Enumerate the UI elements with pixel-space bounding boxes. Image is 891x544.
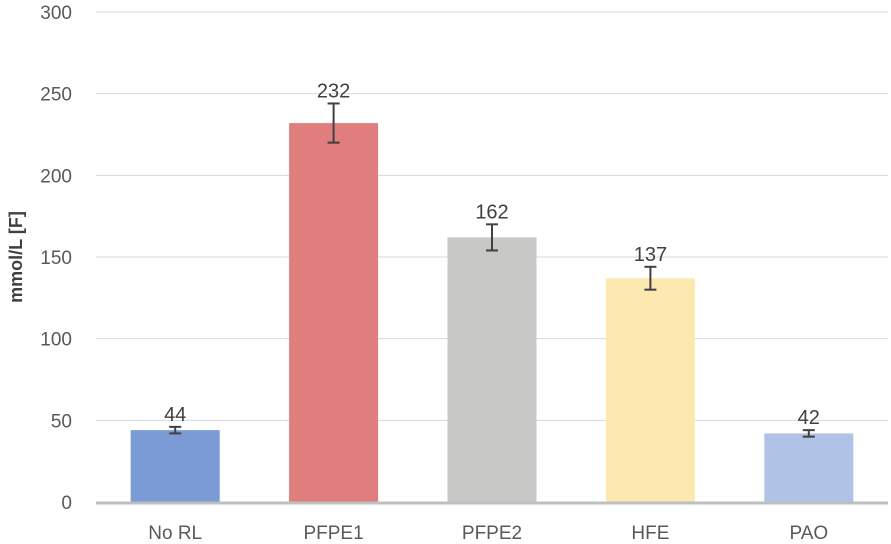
error-bar bbox=[802, 429, 815, 438]
y-tick-label: 100 bbox=[40, 330, 72, 351]
x-tick-label: PFPE1 bbox=[303, 523, 363, 544]
y-tick-label: 250 bbox=[40, 85, 72, 106]
data-label: 137 bbox=[634, 244, 667, 266]
error-bar bbox=[327, 102, 340, 144]
data-label: 162 bbox=[475, 201, 508, 223]
x-axis-ticks: No RL PFPE1 PFPE2 HFE PAO bbox=[148, 523, 828, 544]
data-label: 232 bbox=[317, 80, 350, 102]
x-tick-label: PAO bbox=[789, 523, 828, 544]
data-label: 42 bbox=[798, 407, 820, 429]
x-tick-label: HFE bbox=[631, 523, 669, 544]
y-tick-label: 0 bbox=[61, 493, 72, 514]
bar-no-rl bbox=[130, 430, 220, 502]
y-tick-label: 300 bbox=[40, 3, 72, 24]
bar-pfpe1 bbox=[289, 123, 379, 503]
x-tick-label: PFPE2 bbox=[462, 523, 522, 544]
y-tick-label: 150 bbox=[40, 248, 72, 269]
error-bar bbox=[169, 425, 182, 435]
error-bar bbox=[644, 265, 657, 291]
bars bbox=[130, 123, 854, 503]
y-axis-ticks: 0 50 100 150 200 250 300 bbox=[40, 3, 72, 514]
y-tick-label: 200 bbox=[40, 166, 72, 187]
bar-pao bbox=[764, 433, 854, 502]
data-label: 44 bbox=[164, 404, 186, 426]
error-bars bbox=[169, 102, 815, 438]
y-tick-label: 50 bbox=[51, 411, 72, 432]
bar-hfe bbox=[605, 278, 695, 502]
bar-pfpe2 bbox=[447, 237, 537, 502]
data-labels: 44 232 162 137 42 bbox=[164, 80, 820, 429]
y-axis-title: mmol/L [F] bbox=[6, 211, 26, 303]
x-tick-label: No RL bbox=[148, 523, 202, 544]
error-bar bbox=[486, 223, 498, 252]
